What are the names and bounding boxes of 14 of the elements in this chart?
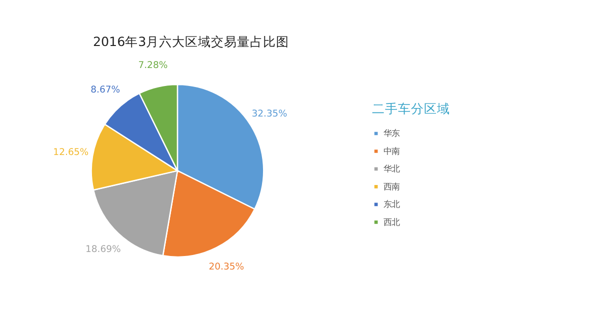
data-label: 7.28% xyxy=(138,60,168,71)
legend-label: 中南 xyxy=(384,146,400,156)
legend-title: 二手车分区域 xyxy=(372,101,450,116)
legend-label: 华北 xyxy=(384,164,400,174)
data-label: 20.35% xyxy=(208,262,244,273)
data-label: 18.69% xyxy=(85,244,122,255)
chart-title: 2016年3月六大区域交易量占比图 xyxy=(92,34,290,49)
data-label: 8.67% xyxy=(90,84,120,96)
legend-label: 东北 xyxy=(384,199,400,210)
legend-label: 西南 xyxy=(384,181,400,192)
data-label: 32.35% xyxy=(252,108,288,120)
data-label: 12.65% xyxy=(53,146,89,158)
legend-label: 西北 xyxy=(384,216,400,227)
legend-label: 华东 xyxy=(384,128,400,138)
